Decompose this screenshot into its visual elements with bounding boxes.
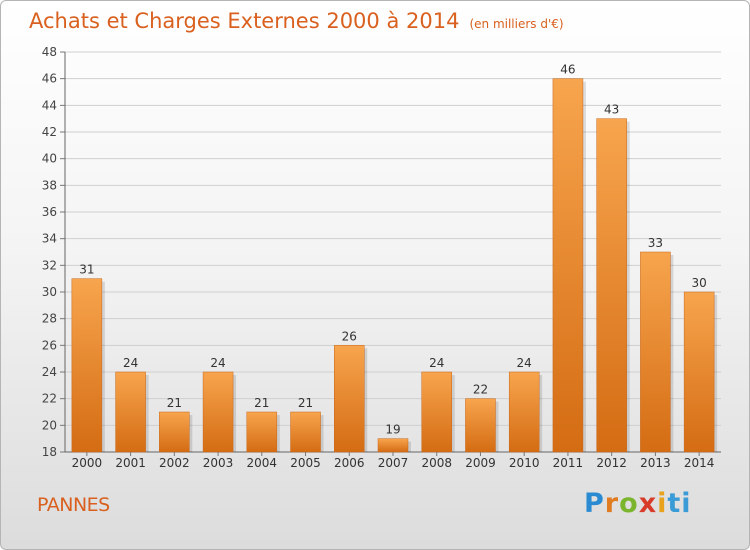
x-tick-label: 2002 [159,456,190,470]
data-label: 43 [604,103,619,117]
chart-title: Achats et Charges Externes 2000 à 2014 (e… [29,9,564,33]
x-tick-label: 2013 [640,456,671,470]
y-tick-label: 34 [42,232,57,246]
logo-letter: x [638,488,658,519]
x-tick-label: 2003 [203,456,234,470]
data-label: 30 [691,276,706,290]
y-tick-label: 18 [42,445,57,459]
proxiti-logo: Proxiti [584,488,692,519]
y-tick-label: 48 [42,45,57,59]
x-tick-label: 2005 [290,456,321,470]
x-tick-label: 2004 [247,456,278,470]
data-label: 46 [560,63,575,77]
logo-letter: i [657,488,668,519]
commune-name: PANNES [37,494,110,516]
y-tick-label: 28 [42,312,57,326]
data-label: 22 [473,383,488,397]
bar [202,371,234,453]
y-tick-label: 38 [42,178,57,192]
y-tick-label: 20 [42,418,57,432]
logo-letter: r [604,488,620,519]
data-label: 21 [254,396,269,410]
data-label: 24 [123,356,138,370]
x-tick-label: 2006 [334,456,365,470]
bar [640,251,671,453]
data-label: 24 [210,356,225,370]
x-tick-label: 2009 [465,456,496,470]
bar [552,78,584,453]
bar [334,345,365,453]
data-label: 24 [517,356,532,370]
data-label: 24 [429,356,444,370]
y-tick-label: 46 [42,72,57,86]
data-label: 31 [79,263,94,277]
bar-layer [71,78,718,453]
data-label: 21 [167,396,182,410]
bar [596,118,627,453]
y-tick-label: 44 [42,98,57,112]
logo-letter: o [619,488,639,519]
bar [508,371,540,453]
y-tick-label: 26 [42,338,57,352]
logo-letter: P [584,488,605,519]
data-label: 21 [298,396,313,410]
bar [246,411,278,453]
x-tick-label: 2000 [72,456,103,470]
bar [683,291,715,453]
data-label: 33 [648,236,663,250]
bar [115,371,146,453]
label-layer: 31 2000 24 2001 21 2002 24 2003 21 2004 21 2005 26 20… [72,63,715,470]
logo-letter: ti [667,488,692,519]
x-tick-label: 2001 [115,456,146,470]
bar [290,411,321,453]
bar [465,398,496,453]
x-tick-label: 2012 [596,456,627,470]
y-tick-label: 40 [42,152,57,166]
y-tick-label: 36 [42,205,57,219]
data-label: 26 [342,329,357,343]
x-tick-label: 2011 [553,456,584,470]
data-label: 19 [385,423,400,437]
bar [421,371,452,453]
bar [159,411,190,453]
y-tick-label: 30 [42,285,57,299]
y-tick-label: 32 [42,258,57,272]
x-tick-label: 2007 [378,456,409,470]
chart-unit: (en milliers d'€) [469,17,564,31]
bar [71,278,103,453]
x-tick-label: 2010 [509,456,540,470]
y-tick-label: 24 [42,365,57,379]
x-tick-label: 2014 [684,456,715,470]
y-tick-label: 22 [42,392,57,406]
y-tick-label: 42 [42,125,57,139]
x-tick-label: 2008 [421,456,452,470]
bar [377,438,409,453]
chart-title-text: Achats et Charges Externes 2000 à 2014 [29,9,460,33]
